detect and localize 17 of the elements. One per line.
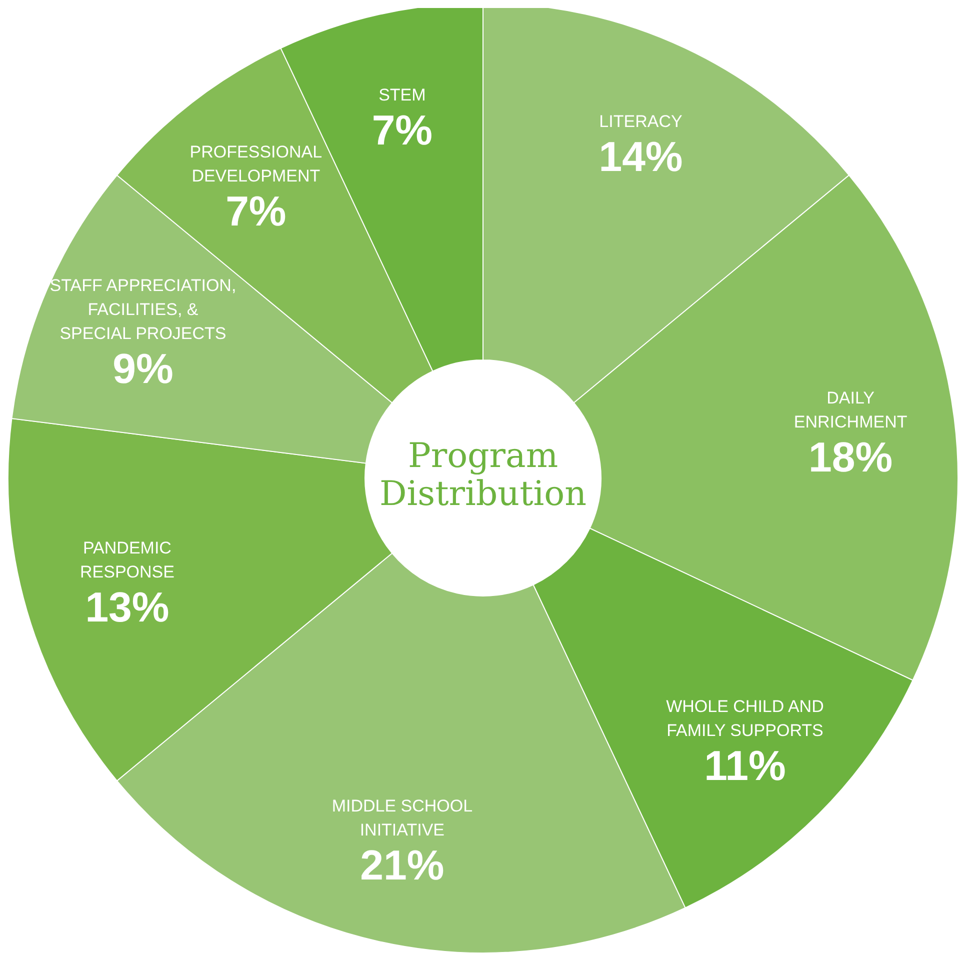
data-label: 7% [372,106,433,154]
data-label: 13% [85,583,170,630]
slice-label: WHOLE CHILD AND FAMILY SUPPORTS [666,696,824,740]
slice-label: LITERACY [599,112,682,131]
data-label: 18% [808,434,893,481]
data-label: 21% [360,842,444,889]
data-label: 7% [226,187,286,234]
data-label: 14% [598,132,683,180]
slice-label: STEM [378,85,426,104]
slice-label: MIDDLE SCHOOL INITIATIVE [332,796,473,840]
data-label: 11% [704,742,786,789]
text: Program Distribution [380,436,586,514]
slice-label: PROFESSIONAL DEVELOPMENT [190,142,322,186]
slice-label: STAFF APPRECIATION, FACILITIES, & SPECIAL PROJECTS [50,276,236,343]
data-label: 9% [112,344,174,392]
slice-label: PANDEMIC RESPONSE [80,538,174,582]
slice-label: DAILY ENRICHMENT [794,388,908,432]
